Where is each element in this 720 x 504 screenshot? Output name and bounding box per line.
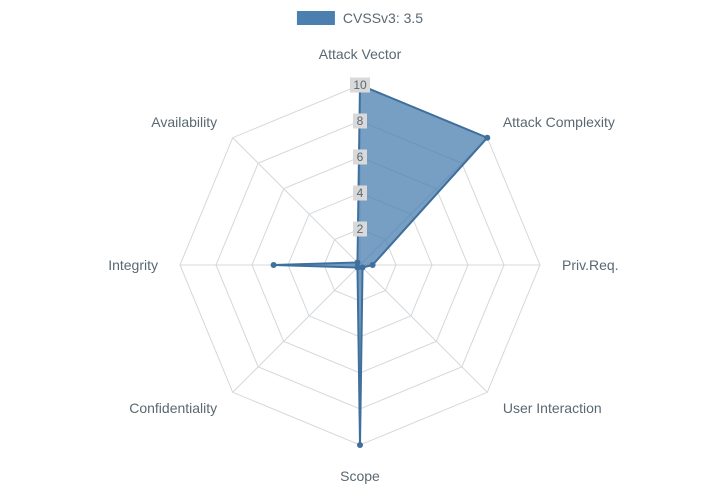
series-point xyxy=(357,442,363,448)
tick-label: 10 xyxy=(353,78,367,92)
radar-chart: Attack Vector Attack Complexity Priv.Req. U… xyxy=(0,0,720,504)
axis-label: User Interaction xyxy=(503,400,602,416)
tick-label: 6 xyxy=(357,150,364,164)
series-point xyxy=(484,135,490,141)
series-point xyxy=(271,262,277,268)
axis-label: Priv.Req. xyxy=(562,257,619,273)
axis-label: Confidentiality xyxy=(129,400,217,416)
axis-label: Availability xyxy=(151,114,217,130)
axis-label: Attack Vector xyxy=(319,46,402,62)
axis-label: Scope xyxy=(340,468,380,484)
tick-label: 2 xyxy=(357,222,364,236)
tick-label: 4 xyxy=(357,186,364,200)
axis-label: Integrity xyxy=(108,257,158,273)
series-point xyxy=(354,259,360,265)
series-point xyxy=(370,262,376,268)
axis-label: Attack Complexity xyxy=(503,114,615,130)
tick-label: 8 xyxy=(357,114,364,128)
